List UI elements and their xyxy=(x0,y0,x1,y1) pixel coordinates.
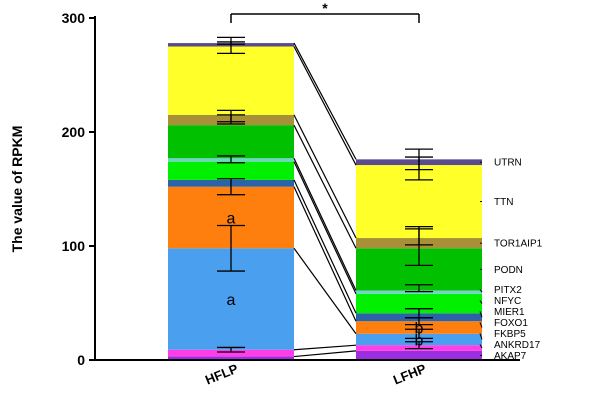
connector-line-podn xyxy=(293,124,357,249)
bar-segment-hflp-podn xyxy=(168,125,294,159)
connector-line-mier1 xyxy=(293,179,357,314)
legend-leader-nfyc xyxy=(479,300,483,304)
y-tick-label-0: 0 xyxy=(77,352,85,368)
y-tick-label-100: 100 xyxy=(62,238,86,254)
connector-line-utrn xyxy=(293,42,357,160)
legend-label-akap7: AKAP7 xyxy=(494,351,527,362)
annotation-letter-1: a xyxy=(227,292,236,309)
annotation-letter-3: b xyxy=(415,332,424,349)
connector-line-ttn xyxy=(293,46,357,166)
legend-label-nfyc: NFYC xyxy=(494,296,521,307)
bar-segment-lfhp-fkbp5 xyxy=(356,333,482,346)
bar-segment-hflp-ttn xyxy=(168,46,294,115)
connector-line-pitx2 xyxy=(293,157,357,291)
y-axis-label: The value of RPKM xyxy=(9,126,25,253)
annotation-letter-2: b xyxy=(415,321,424,338)
bar-segment-lfhp-foxo1 xyxy=(356,321,482,334)
connector-line-akap7 xyxy=(293,350,357,358)
legend-label-podn: PODN xyxy=(494,265,523,276)
legend-label-ttn: TTN xyxy=(494,197,513,208)
x-tick-label-hflp: HFLP xyxy=(203,361,240,388)
legend-leader-mier1 xyxy=(479,311,483,318)
bar-segment-lfhp-akap7 xyxy=(356,350,482,360)
legend-label-pitx2: PITX2 xyxy=(494,285,522,296)
legend-label-utrn: UTRN xyxy=(494,158,522,169)
connector-line-fkbp5 xyxy=(293,247,357,335)
legend-label-tor1aip1: TOR1AIP1 xyxy=(494,239,543,250)
connector-line-tor1aip1 xyxy=(293,114,357,239)
legend-leader-pitx2 xyxy=(479,289,483,293)
connector-line-foxo1 xyxy=(293,186,357,322)
legend-label-mier1: MIER1 xyxy=(494,307,525,318)
y-tick-label-300: 300 xyxy=(62,10,86,26)
annotation-letter-0: a xyxy=(227,211,236,228)
y-tick-label-200: 200 xyxy=(62,124,86,140)
bar-segment-hflp-ankrd17 xyxy=(168,349,294,357)
connector-line-nfyc xyxy=(293,161,357,295)
legend-leader-foxo1 xyxy=(479,322,483,328)
legend-leader-ankrd17 xyxy=(479,344,483,349)
legend-label-foxo1: FOXO1 xyxy=(494,318,528,329)
x-tick-label-lfhp: LFHP xyxy=(391,361,428,388)
legend-label-fkbp5: FKBP5 xyxy=(494,329,526,340)
connector-line-ankrd17 xyxy=(293,344,357,351)
bar-segment-hflp-nfyc xyxy=(168,161,294,180)
bar-segment-lfhp-nfyc xyxy=(356,293,482,314)
legend-label-ankrd17: ANKRD17 xyxy=(494,340,541,351)
bar-segment-hflp-akap7 xyxy=(168,356,294,360)
significance-star: * xyxy=(322,0,328,16)
legend-leader-fkbp5 xyxy=(479,333,483,340)
